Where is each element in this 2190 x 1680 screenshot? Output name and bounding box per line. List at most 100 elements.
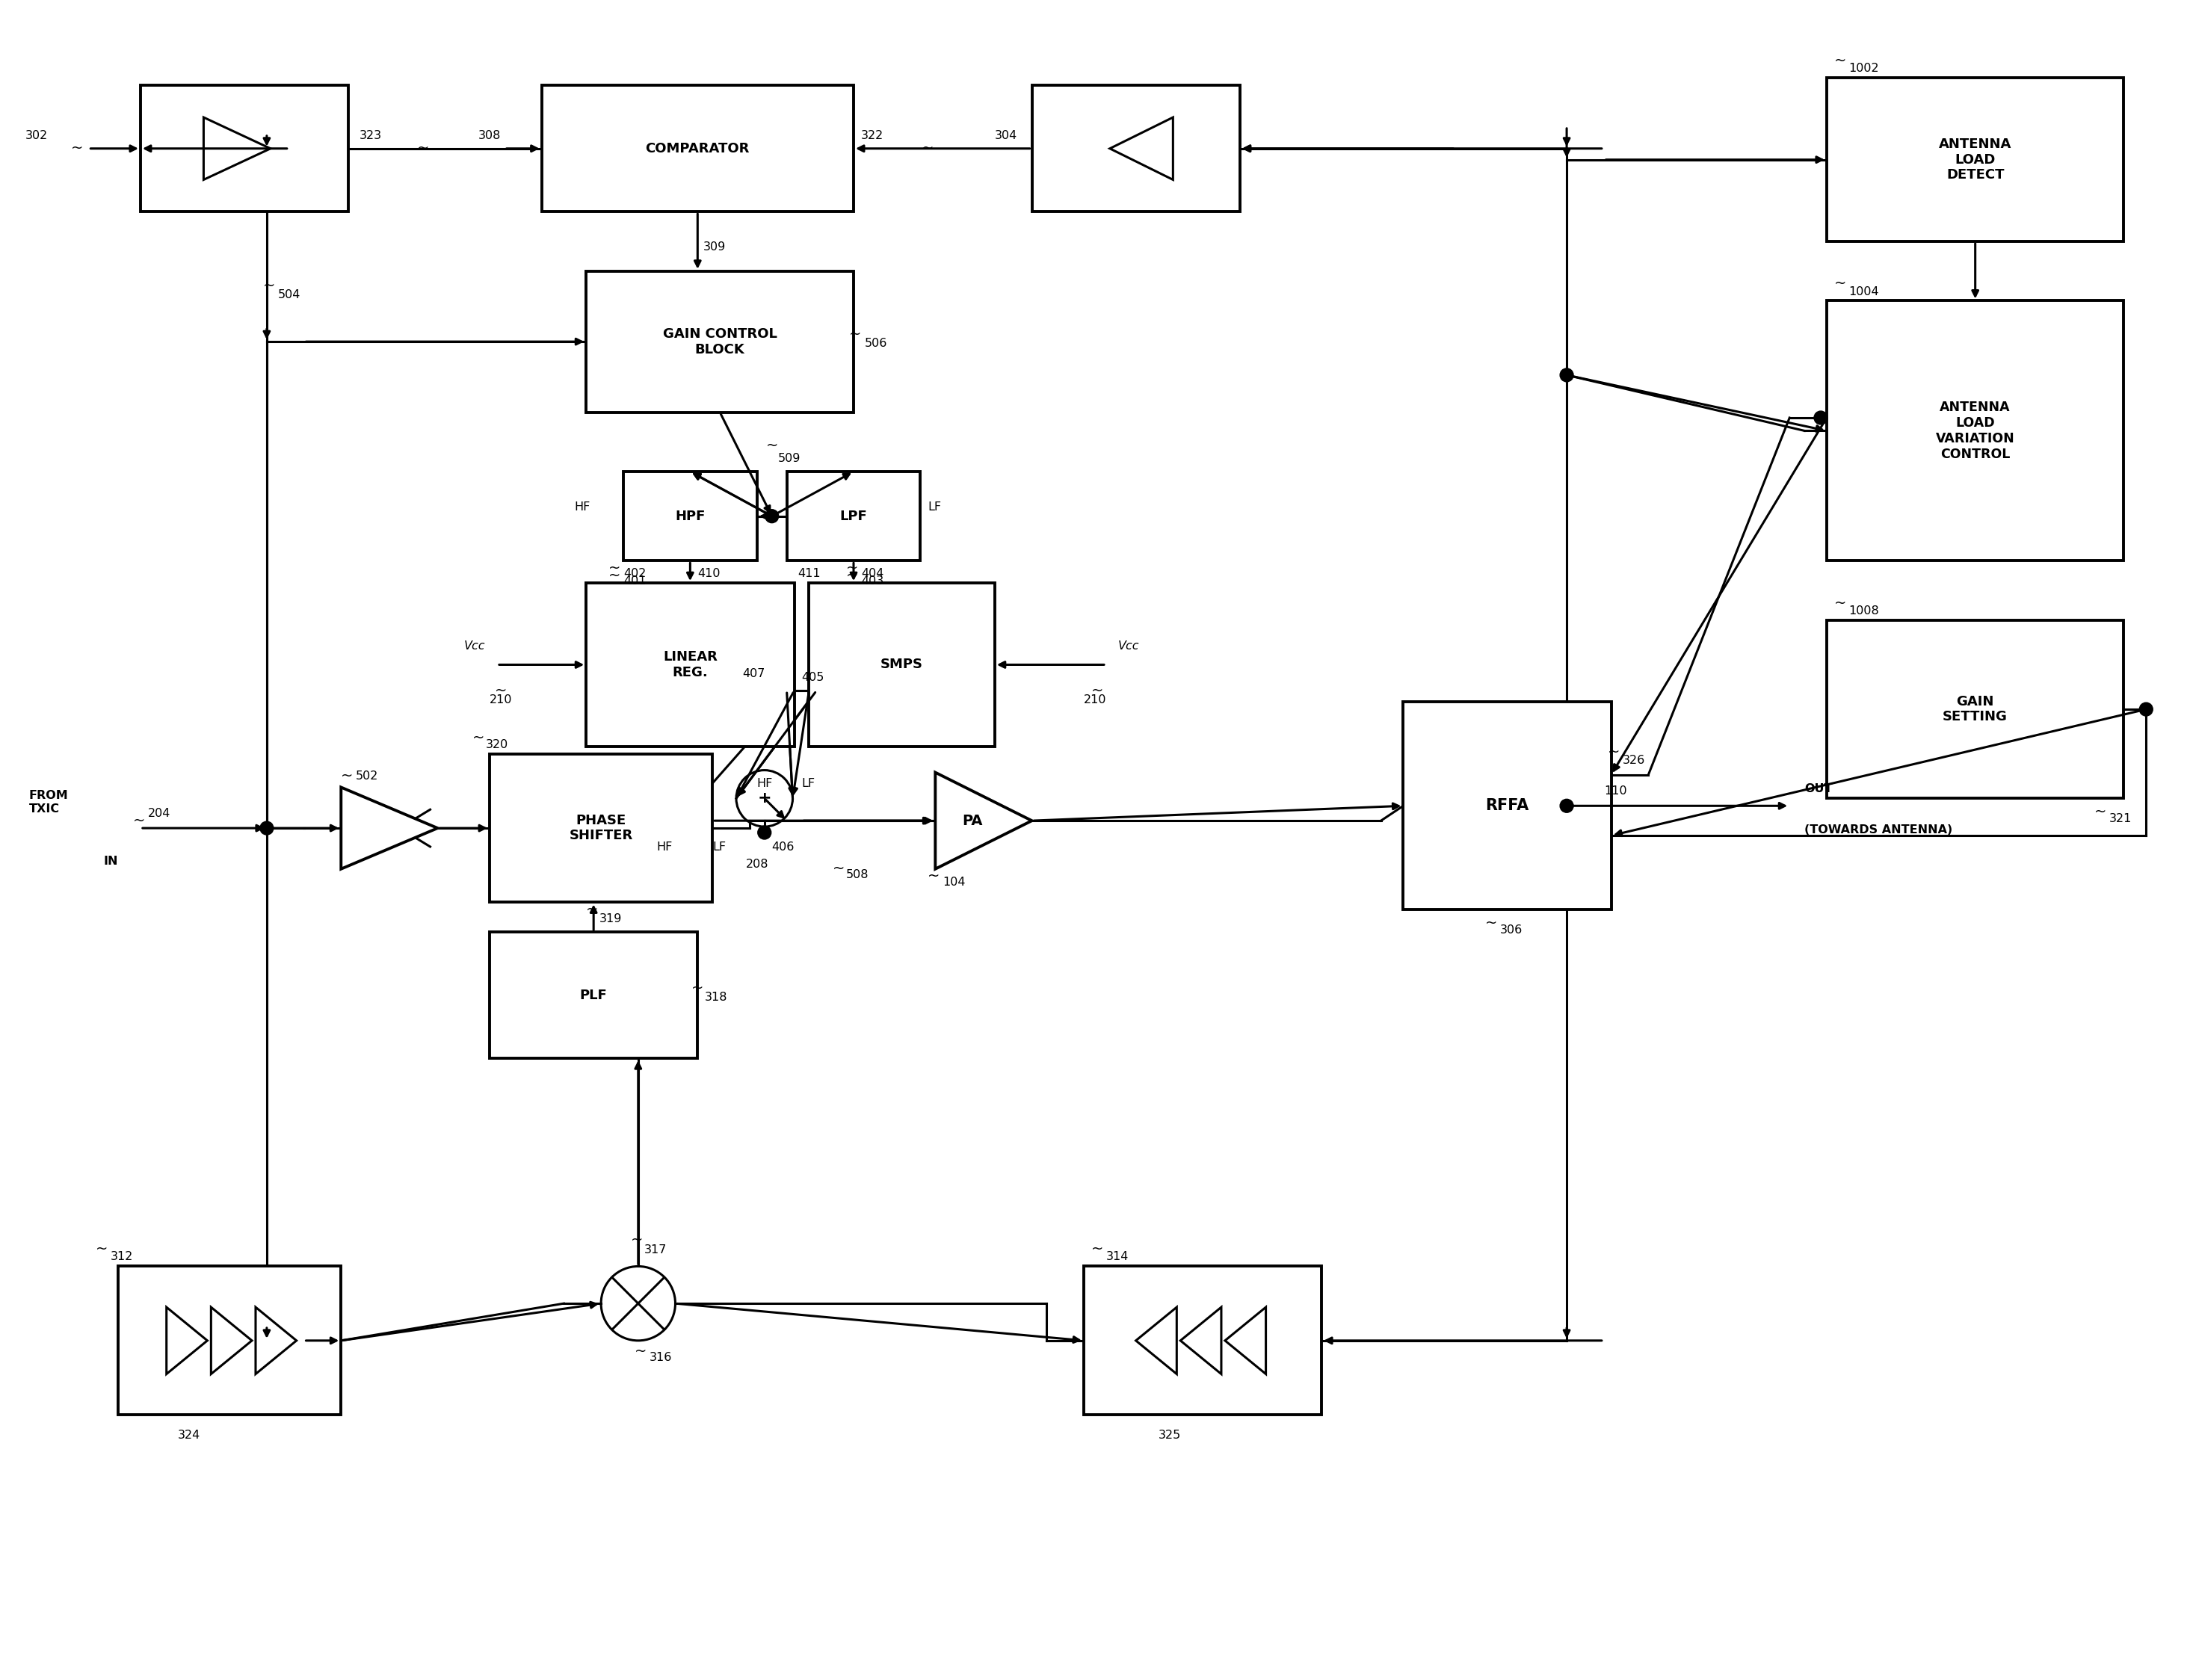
- Text: SMPS: SMPS: [880, 659, 924, 672]
- Text: (TOWARDS ANTENNA): (TOWARDS ANTENNA): [1805, 825, 1953, 835]
- Text: GAIN
SETTING: GAIN SETTING: [1943, 696, 2008, 724]
- Text: ~: ~: [263, 279, 276, 292]
- FancyBboxPatch shape: [1826, 620, 2124, 798]
- Text: ~: ~: [832, 862, 845, 875]
- Text: 319: 319: [600, 914, 622, 924]
- Polygon shape: [342, 788, 438, 869]
- Text: LF: LF: [712, 842, 727, 853]
- Polygon shape: [935, 773, 1031, 869]
- Text: 405: 405: [802, 672, 823, 684]
- FancyBboxPatch shape: [624, 472, 758, 561]
- Text: 504: 504: [278, 289, 300, 301]
- Text: 325: 325: [1159, 1430, 1180, 1441]
- Text: ANTENNA
LOAD
DETECT: ANTENNA LOAD DETECT: [1938, 138, 2013, 181]
- FancyBboxPatch shape: [587, 270, 854, 412]
- Text: 210: 210: [491, 694, 512, 706]
- Text: 318: 318: [705, 991, 727, 1003]
- Text: ~: ~: [1833, 596, 1846, 610]
- Text: 406: 406: [771, 842, 795, 853]
- Text: LPF: LPF: [839, 509, 867, 522]
- Text: ~: ~: [766, 438, 777, 452]
- Text: 402: 402: [624, 568, 646, 580]
- Text: ~: ~: [134, 813, 145, 828]
- Text: ~: ~: [1091, 1242, 1104, 1257]
- FancyBboxPatch shape: [118, 1267, 342, 1415]
- Text: 208: 208: [747, 858, 769, 870]
- Circle shape: [1559, 800, 1572, 813]
- Text: LF: LF: [929, 501, 942, 512]
- Text: HF: HF: [758, 778, 773, 790]
- Text: 509: 509: [777, 454, 802, 464]
- FancyBboxPatch shape: [1826, 77, 2124, 242]
- Text: 1002: 1002: [1848, 64, 1879, 74]
- Text: ANTENNA
LOAD
VARIATION
CONTROL: ANTENNA LOAD VARIATION CONTROL: [1936, 402, 2015, 460]
- Text: ~: ~: [845, 561, 858, 575]
- FancyBboxPatch shape: [541, 86, 854, 212]
- Circle shape: [2140, 702, 2153, 716]
- FancyBboxPatch shape: [1084, 1267, 1321, 1415]
- Text: 1008: 1008: [1848, 605, 1879, 617]
- Text: 326: 326: [1623, 754, 1645, 766]
- FancyBboxPatch shape: [1404, 702, 1612, 911]
- Text: ~: ~: [473, 731, 484, 744]
- Text: 210: 210: [1084, 694, 1106, 706]
- Text: 411: 411: [797, 568, 821, 580]
- Text: 407: 407: [742, 669, 764, 680]
- Text: ~: ~: [416, 141, 429, 156]
- FancyBboxPatch shape: [808, 583, 994, 746]
- Text: HF: HF: [657, 842, 672, 853]
- Text: 324: 324: [177, 1430, 199, 1441]
- FancyBboxPatch shape: [587, 583, 795, 746]
- Text: 401: 401: [624, 576, 646, 586]
- Text: ~: ~: [635, 1344, 646, 1359]
- FancyBboxPatch shape: [786, 472, 920, 561]
- Text: 314: 314: [1106, 1252, 1128, 1263]
- Text: ~: ~: [72, 141, 83, 156]
- Text: LF: LF: [802, 778, 815, 790]
- Text: 322: 322: [861, 129, 883, 141]
- Text: 302: 302: [26, 129, 48, 141]
- Text: ~: ~: [1833, 54, 1846, 67]
- FancyBboxPatch shape: [140, 86, 348, 212]
- Text: ~: ~: [96, 1242, 107, 1257]
- Text: PHASE
SHIFTER: PHASE SHIFTER: [569, 813, 633, 843]
- Text: HF: HF: [574, 501, 591, 512]
- FancyBboxPatch shape: [491, 932, 699, 1058]
- Text: 403: 403: [861, 576, 883, 586]
- Text: ~: ~: [1833, 277, 1846, 291]
- Text: Vcc: Vcc: [464, 640, 486, 652]
- Text: 508: 508: [845, 869, 869, 880]
- Text: 404: 404: [861, 568, 885, 580]
- Text: 321: 321: [2109, 813, 2131, 825]
- Text: ~: ~: [631, 1233, 644, 1248]
- Text: HPF: HPF: [675, 509, 705, 522]
- Text: +: +: [758, 791, 771, 806]
- Text: ~: ~: [609, 568, 620, 583]
- Text: ~: ~: [1485, 916, 1498, 931]
- Text: COMPARATOR: COMPARATOR: [646, 141, 749, 155]
- Text: LINEAR
REG.: LINEAR REG.: [664, 650, 718, 679]
- Text: ~: ~: [929, 869, 940, 884]
- Text: 312: 312: [112, 1252, 134, 1263]
- Text: 1004: 1004: [1848, 286, 1879, 297]
- Text: GAIN CONTROL
BLOCK: GAIN CONTROL BLOCK: [664, 328, 777, 356]
- Circle shape: [1813, 412, 1826, 425]
- Text: 204: 204: [149, 808, 171, 820]
- Circle shape: [1559, 368, 1572, 381]
- Text: ~: ~: [2094, 805, 2107, 818]
- FancyBboxPatch shape: [1826, 301, 2124, 561]
- Text: 320: 320: [486, 739, 508, 751]
- Text: PA: PA: [961, 813, 983, 828]
- Circle shape: [261, 822, 274, 835]
- Text: 104: 104: [942, 877, 966, 887]
- Text: 304: 304: [994, 129, 1018, 141]
- FancyBboxPatch shape: [491, 754, 712, 902]
- Text: ~: ~: [922, 141, 933, 156]
- Circle shape: [764, 509, 780, 522]
- Text: PLF: PLF: [580, 988, 607, 1001]
- Text: ~: ~: [1607, 746, 1621, 759]
- Text: 308: 308: [477, 129, 502, 141]
- Text: 309: 309: [703, 242, 727, 252]
- Text: FROM
TXIC: FROM TXIC: [28, 790, 68, 815]
- Text: 502: 502: [357, 771, 379, 783]
